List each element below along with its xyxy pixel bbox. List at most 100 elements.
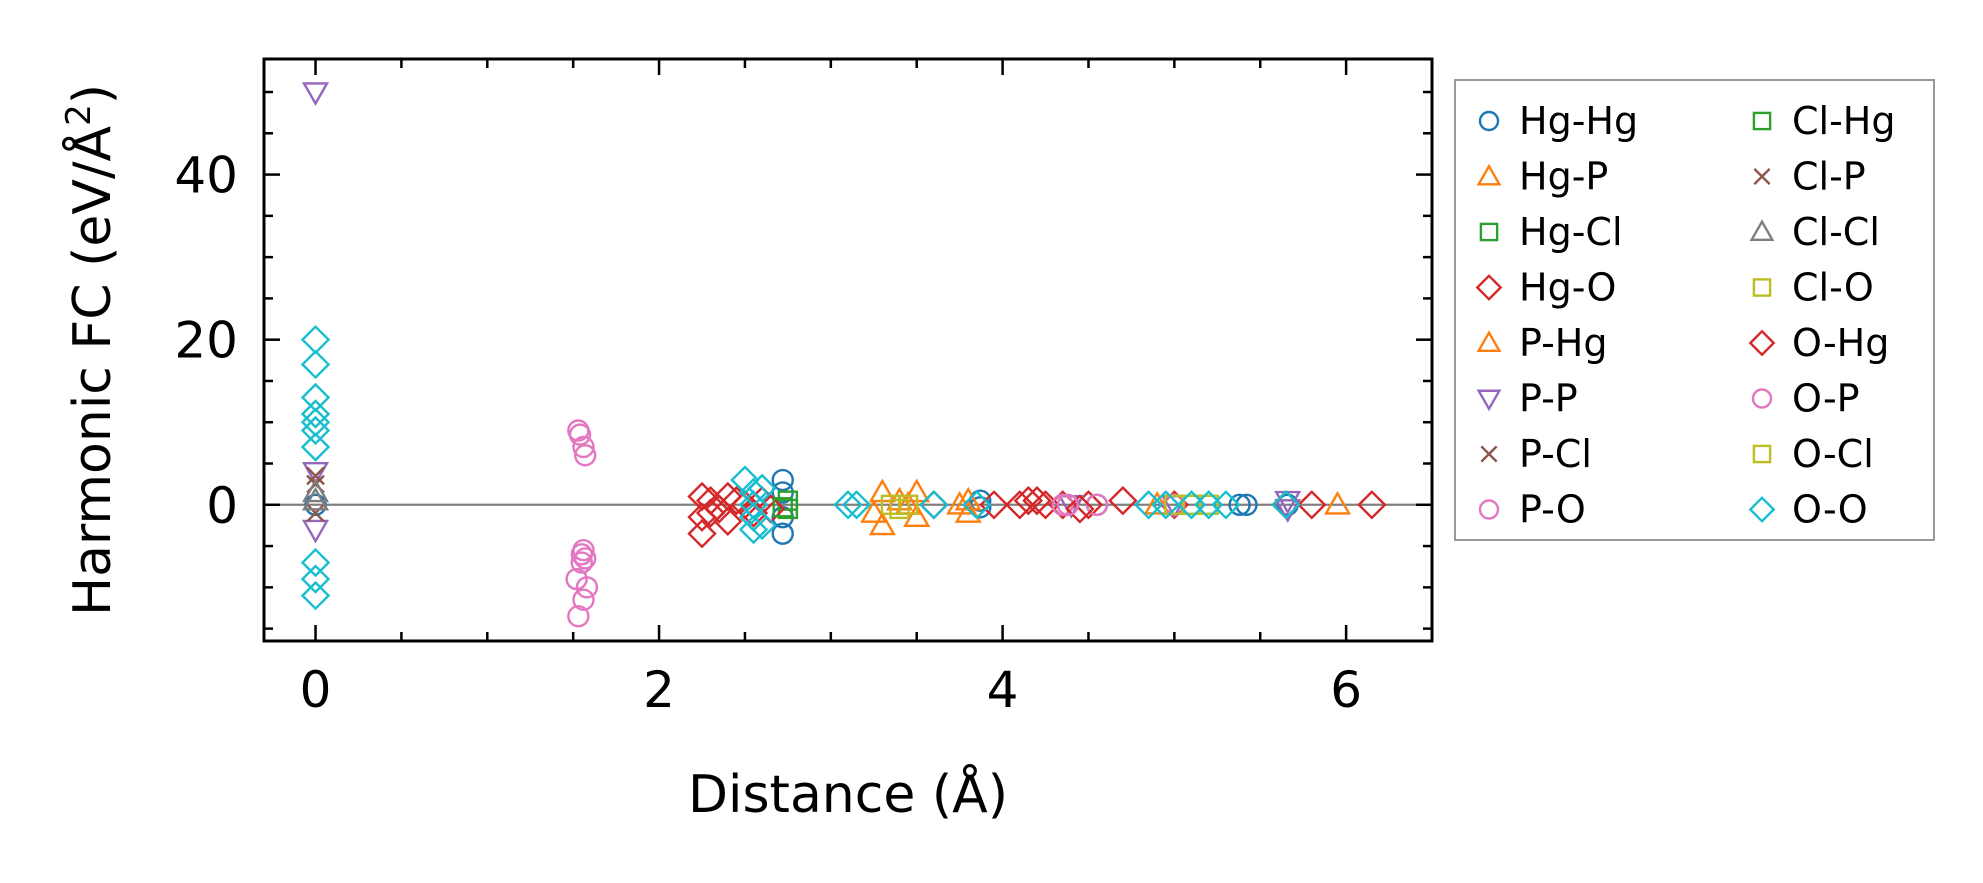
data-point <box>747 510 777 541</box>
series-hg-cl <box>777 490 799 520</box>
legend-frame <box>1454 79 1935 541</box>
legend-marker <box>1752 111 1772 131</box>
data-point <box>1271 490 1301 520</box>
data-point <box>1056 493 1080 516</box>
legend-label: Hg-Hg <box>1519 99 1638 143</box>
legend-label: Cl-Hg <box>1792 99 1896 143</box>
legend-marker <box>1751 388 1773 409</box>
data-point <box>306 466 325 486</box>
data-point <box>954 499 982 523</box>
data-point <box>687 518 717 549</box>
y-axis-title-superscript: 2 <box>59 104 99 126</box>
data-point <box>969 489 992 512</box>
legend-marker <box>1478 110 1500 132</box>
y-axis-title-close: ) <box>63 84 123 104</box>
data-point <box>300 547 331 578</box>
legend-marker <box>1748 329 1776 357</box>
legend-label: P-Cl <box>1519 432 1592 476</box>
y-axis-title: Harmonic FC (eV/Å2) <box>59 84 123 616</box>
legend-label: P-P <box>1519 377 1578 421</box>
legend: Hg-Hg Hg-P Hg-Cl Hg-O P-Hg P-P P-Cl P-O Cl-Hg Cl-… <box>1454 79 1935 541</box>
data-point <box>1108 485 1138 516</box>
legend-marker <box>1752 278 1772 297</box>
data-point <box>301 82 330 106</box>
data-point <box>300 349 331 380</box>
data-point <box>572 588 595 611</box>
legend-label: Cl-O <box>1792 266 1874 310</box>
legend-label: O-Hg <box>1792 321 1889 365</box>
data-point <box>730 465 760 495</box>
plot-frame <box>262 57 1434 643</box>
legend-label: O-P <box>1792 377 1860 421</box>
legend-entry: Hg-Hg <box>1478 99 1638 143</box>
x-tick-label: 4 <box>987 661 1019 719</box>
legend-label: O-O <box>1792 488 1868 532</box>
data-point <box>695 498 726 528</box>
data-point <box>300 580 331 611</box>
data-point <box>300 407 331 437</box>
legend-marker <box>1476 330 1502 352</box>
data-point <box>771 522 794 545</box>
legend-entry: Cl-Cl <box>1749 210 1880 254</box>
series-cl-hg <box>772 497 793 518</box>
data-point <box>301 519 330 544</box>
legend-entry: O-P <box>1751 377 1860 421</box>
data-point <box>568 423 592 446</box>
x-tick-label: 0 <box>300 661 332 719</box>
data-point <box>300 564 331 594</box>
legend-entry: Cl-P <box>1753 155 1866 199</box>
legend-entry: P-O <box>1478 488 1586 532</box>
legend-marker <box>1475 274 1503 301</box>
data-point <box>1005 490 1035 520</box>
data-point <box>868 511 896 536</box>
data-point <box>1065 494 1095 524</box>
data-markers <box>300 82 1387 628</box>
data-point <box>738 514 769 545</box>
data-point <box>575 576 599 599</box>
y-tick-label: 40 <box>174 147 238 205</box>
series-p-o <box>565 419 1186 628</box>
legend-entry: Hg-O <box>1475 266 1616 310</box>
data-point <box>1181 494 1202 515</box>
data-point <box>1022 485 1052 516</box>
x-axis-title: Distance (Å) <box>688 763 1008 825</box>
legend-label: Cl-P <box>1792 155 1866 199</box>
data-point <box>300 415 331 446</box>
legend-entry: O-O <box>1748 488 1868 532</box>
data-point <box>574 547 597 570</box>
y-tick-label: 20 <box>174 312 238 370</box>
data-point <box>1235 493 1258 516</box>
legend-marker <box>1748 496 1776 523</box>
legend-entry: Hg-P <box>1476 155 1608 199</box>
data-point <box>1211 490 1241 520</box>
x-tick-label: 6 <box>1330 661 1362 719</box>
legend-marker <box>1753 168 1771 185</box>
legend-marker <box>1752 444 1772 464</box>
data-point <box>570 543 593 566</box>
legend-label: Hg-O <box>1519 266 1616 310</box>
series-o-p <box>568 423 1080 574</box>
data-point <box>747 473 777 503</box>
data-point <box>777 498 799 520</box>
legend-entry: Cl-Hg <box>1752 99 1896 143</box>
legend-entry: Cl-O <box>1752 266 1874 310</box>
y-tick-label: 0 <box>206 477 238 535</box>
data-point <box>574 444 597 467</box>
legend-entry: O-Hg <box>1748 321 1889 365</box>
legend-marker <box>1476 163 1502 186</box>
data-point <box>772 497 793 518</box>
legend-label: O-Cl <box>1792 432 1874 476</box>
data-point <box>919 490 949 520</box>
data-point <box>300 382 331 413</box>
data-point <box>1357 490 1387 520</box>
series-p-p <box>301 82 1302 544</box>
data-point <box>301 478 330 503</box>
data-point <box>567 605 590 628</box>
series-cl-cl <box>301 478 330 511</box>
legend-entry: P-P <box>1476 377 1578 421</box>
data-point <box>1228 493 1251 516</box>
data-point <box>300 432 331 462</box>
data-point <box>300 324 331 355</box>
data-point <box>903 503 931 527</box>
